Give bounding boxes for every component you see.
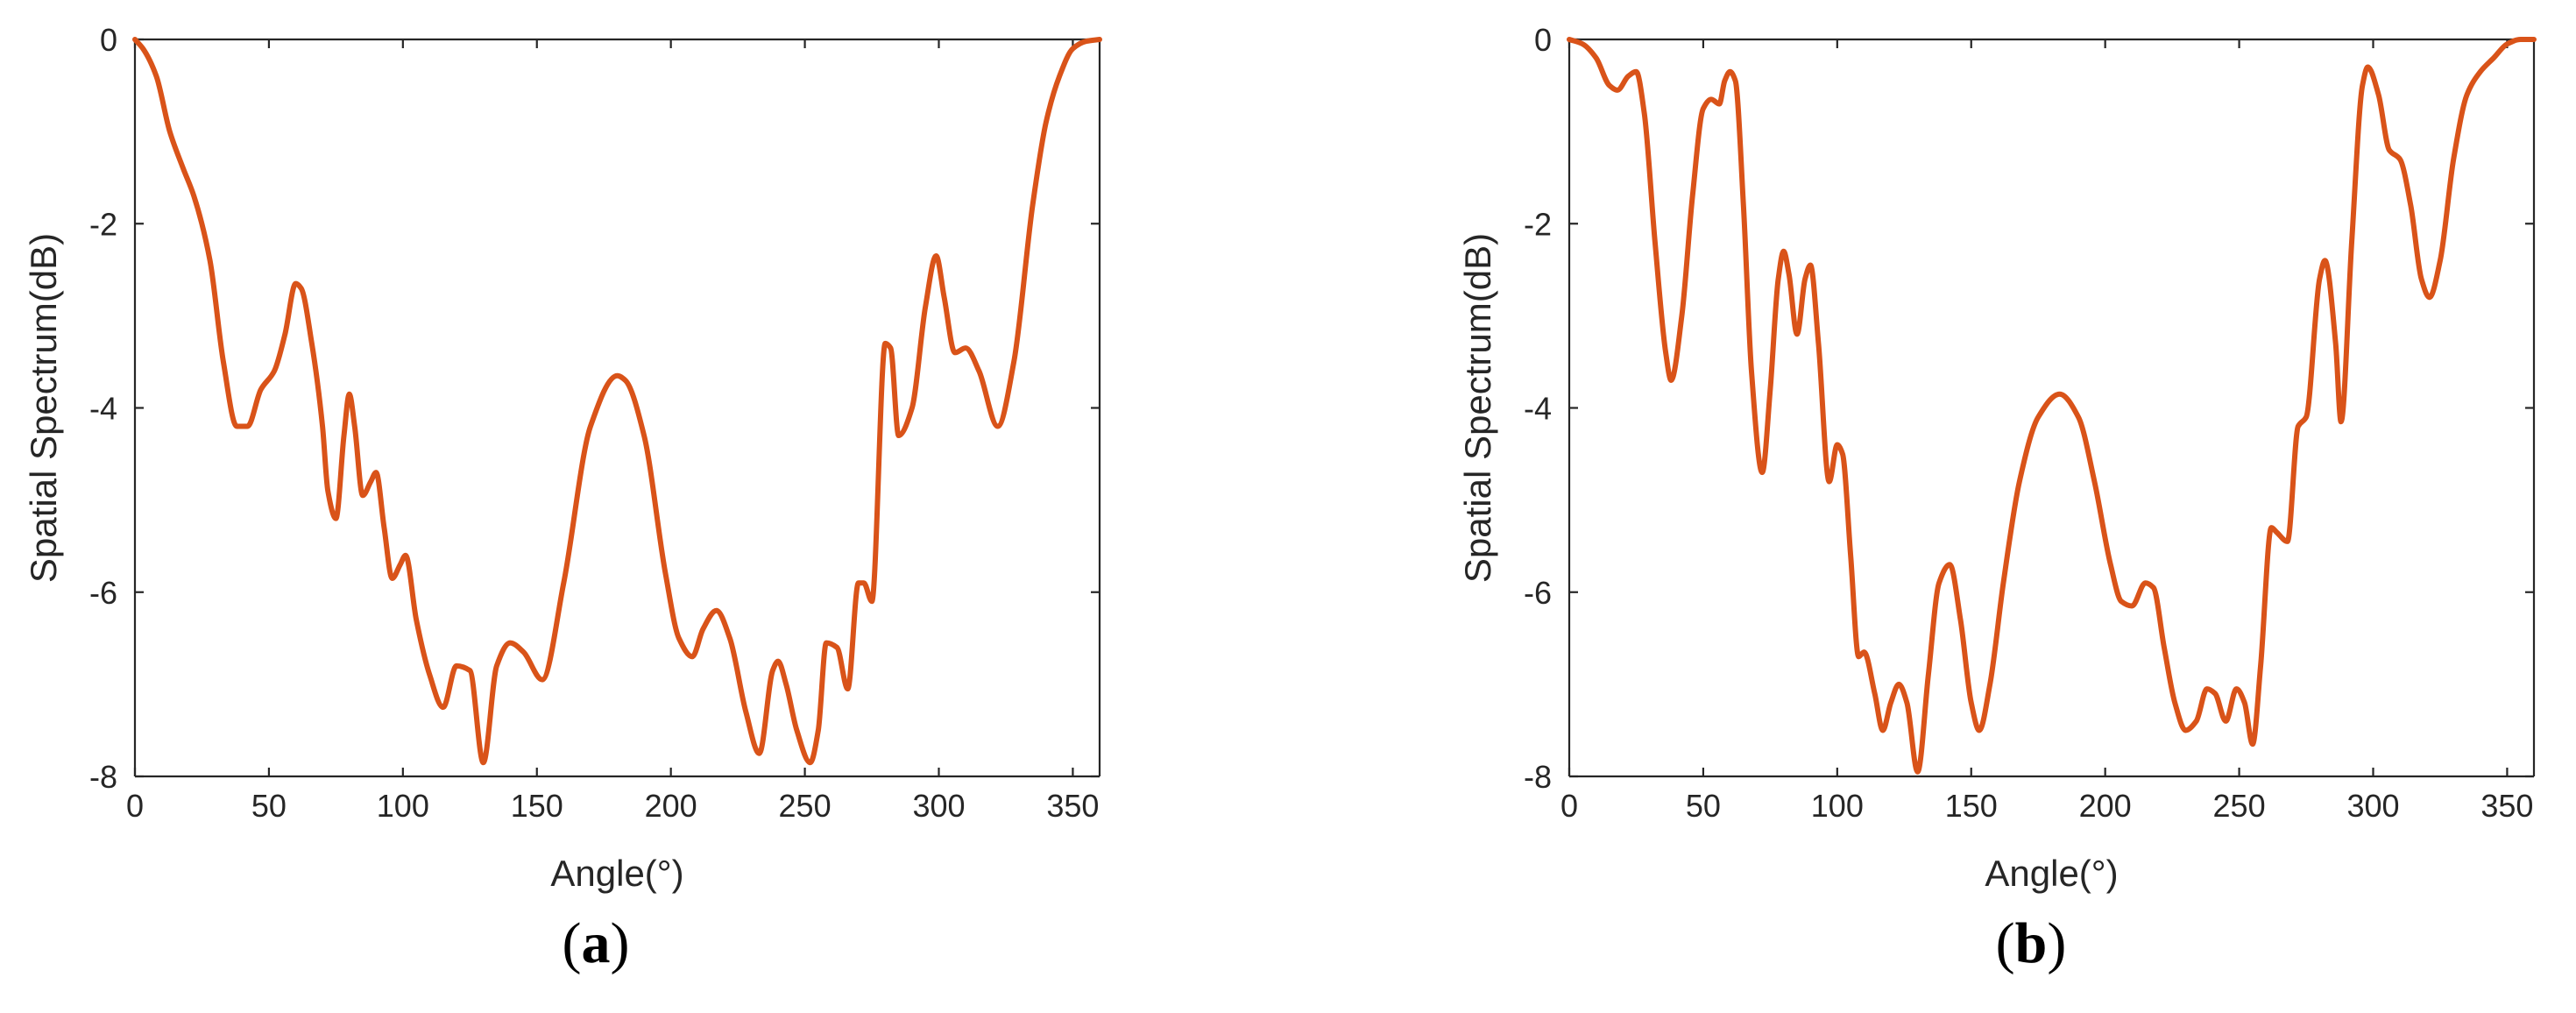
y-tick-label: -6	[89, 575, 117, 611]
x-tick-label: 200	[645, 788, 697, 824]
panel-caption-letter: a	[582, 911, 611, 975]
y-tick-label: -2	[89, 206, 117, 242]
x-tick-label: 100	[377, 788, 429, 824]
x-tick-label: 150	[1945, 788, 1998, 824]
y-tick-label: -8	[89, 759, 117, 795]
x-tick-label: 50	[1686, 788, 1721, 824]
y-tick-label: -2	[1524, 206, 1552, 242]
y-axis-label: Spatial Spectrum(dB)	[1457, 233, 1498, 583]
x-axis-label: Angle(°)	[550, 853, 683, 894]
chart-panel-b: 0 50 100 150 200 250 300 350 0 -2 -4 -6 -8 Angle(°) Sp…	[1457, 22, 2537, 975]
y-tick-label: -4	[1524, 391, 1552, 427]
x-axis-label: Angle(°)	[1985, 853, 2118, 894]
x-tick-label: 250	[2213, 788, 2266, 824]
y-tick-label: -6	[1524, 575, 1552, 611]
y-tick-label: -4	[89, 391, 117, 427]
series-line	[1567, 37, 2537, 775]
y-tick-label: -8	[1524, 759, 1552, 795]
series-line	[132, 37, 1102, 766]
x-tick-label: 50	[251, 788, 287, 824]
x-tick-label: 0	[1560, 788, 1578, 824]
panel-caption-letter: b	[2015, 911, 2048, 975]
x-tick-label: 350	[1046, 788, 1099, 824]
panel-caption: (b)	[1996, 911, 2067, 975]
x-tick-label: 150	[511, 788, 563, 824]
x-tick-label: 100	[1811, 788, 1864, 824]
x-tick-label: 200	[2079, 788, 2132, 824]
x-tick-label: 250	[779, 788, 832, 824]
y-tick-label: 0	[1534, 22, 1552, 58]
y-tick-label: 0	[100, 22, 117, 58]
x-tick-label: 0	[126, 788, 144, 824]
chart-panel-a: 0 50 100 150 200 250 300 350 0 -2 -4 -6 -8 Angle(°) Sp…	[23, 22, 1102, 975]
panel-caption: (a)	[563, 911, 630, 975]
x-tick-label: 300	[2346, 788, 2399, 824]
x-tick-label: 300	[912, 788, 965, 824]
y-axis-label: Spatial Spectrum(dB)	[23, 233, 64, 583]
x-tick-label: 350	[2480, 788, 2533, 824]
